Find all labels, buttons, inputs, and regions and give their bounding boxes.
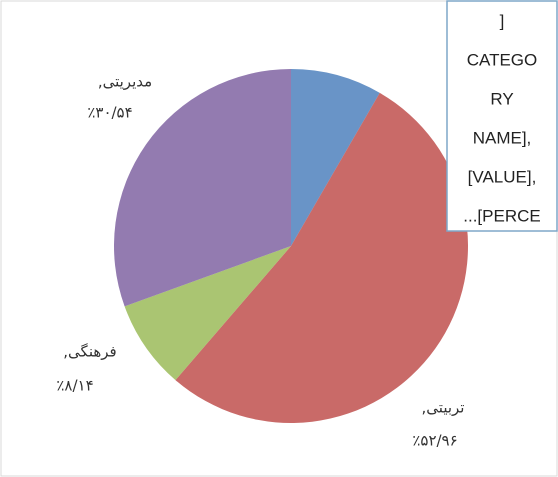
- slice-label: تربیتی,: [422, 399, 465, 417]
- callout-text: RY: [490, 89, 513, 108]
- callout-text: NAME],: [473, 128, 532, 147]
- slice-value-label: ٪۵۲/۹۶: [412, 432, 457, 450]
- slice-label: مدیریتی,: [98, 73, 152, 91]
- chart: تربیتی, ٪۵۲/۹۶ فرهنگی, ٪۸/۱۴ مدیریتی, ٪۳۰/۵۴]…: [0, 0, 558, 477]
- callout-text: CATEGO: [467, 50, 538, 69]
- pie: [114, 69, 468, 423]
- callout-text: [VALUE],: [468, 167, 537, 186]
- callout-text: ...[PERCE: [463, 206, 540, 225]
- callout-text: ]: [500, 11, 505, 30]
- callout-box: [447, 1, 557, 231]
- slice-value-label: ٪۳۰/۵۴: [87, 104, 132, 122]
- slice-label: فرهنگی,: [63, 343, 116, 361]
- slice-value-label: ٪۸/۱۴: [56, 377, 93, 395]
